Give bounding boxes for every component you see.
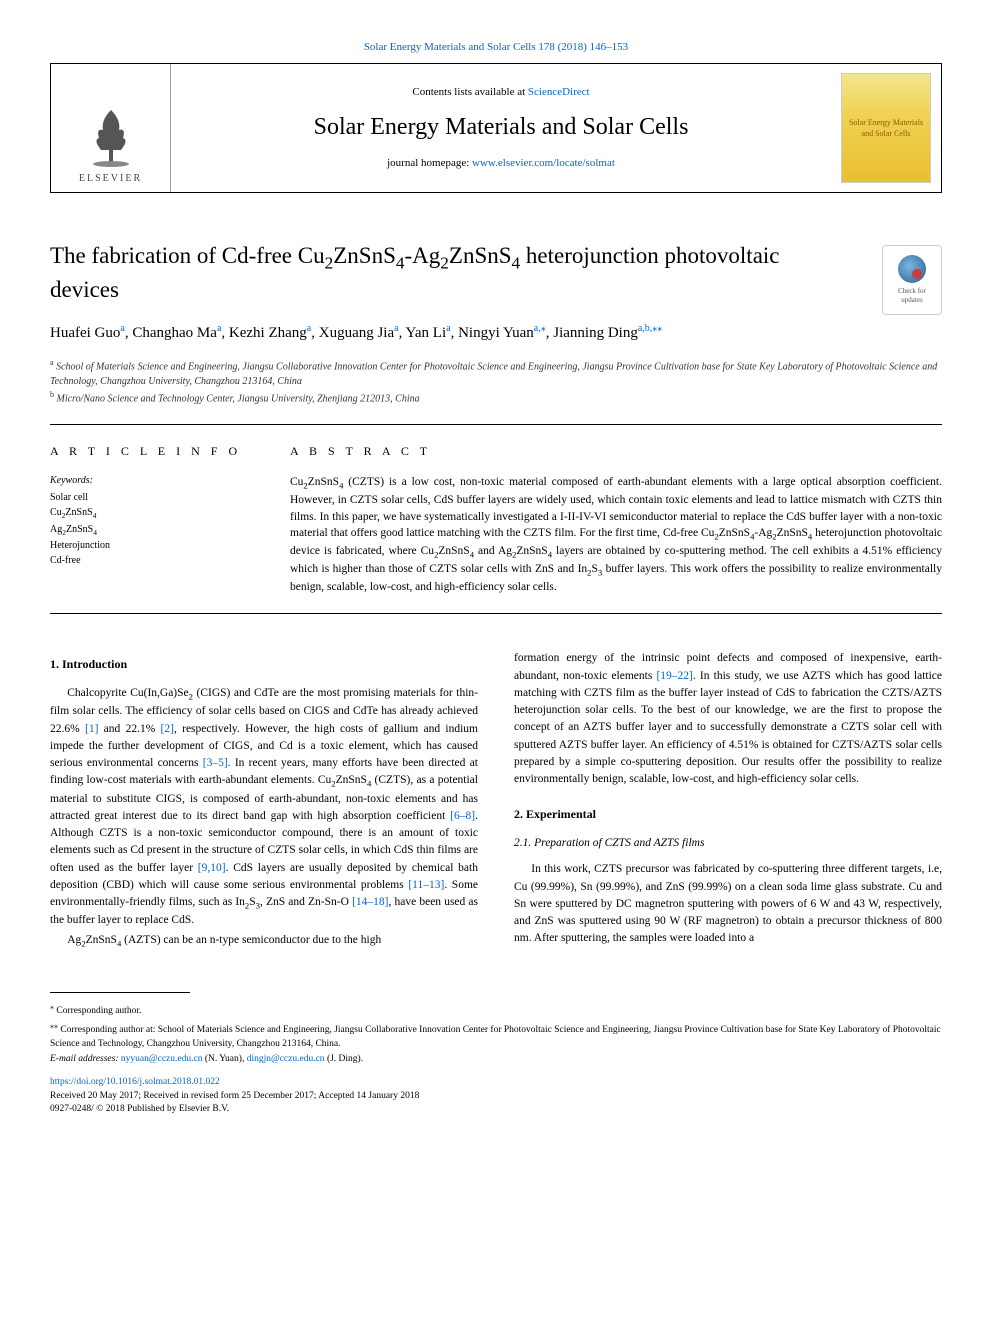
masthead-center: Contents lists available at ScienceDirec…: [171, 64, 831, 192]
email-link-2[interactable]: dingjn@cczu.edu.cn: [247, 1054, 325, 1064]
updates-badge-icon: [898, 255, 926, 283]
email-label: E-mail addresses:: [50, 1054, 121, 1064]
email-name-1: (N. Yuan),: [202, 1054, 246, 1064]
author: Changhao Maa: [132, 325, 221, 341]
author: Xuguang Jiaa: [319, 325, 399, 341]
check-updates-badge[interactable]: Check for updates: [882, 245, 942, 315]
footnote-corr2-text: Corresponding author at: School of Mater…: [50, 1026, 941, 1049]
homepage-link[interactable]: www.elsevier.com/locate/solmat: [472, 157, 615, 169]
info-abstract-row: A R T I C L E I N F O Keywords: Solar ce…: [50, 443, 942, 595]
author: Kezhi Zhanga: [229, 325, 311, 341]
body-col-right: formation energy of the intrinsic point …: [514, 650, 942, 951]
updates-badge-line2: updates: [901, 296, 922, 305]
elsevier-tree-icon: [81, 100, 141, 170]
contents-available-line: Contents lists available at ScienceDirec…: [412, 85, 589, 100]
article-title: The fabrication of Cd-free Cu2ZnSnS4-Ag2…: [50, 241, 942, 305]
journal-title: Solar Energy Materials and Solar Cells: [314, 111, 689, 145]
keyword: Cd-free: [50, 553, 250, 568]
section-2-1-heading: 2.1. Preparation of CZTS and AZTS films: [514, 835, 942, 851]
author: Huafei Guoa: [50, 325, 125, 341]
body-col-left: 1. Introduction Chalcopyrite Cu(In,Ga)Se…: [50, 650, 478, 951]
updates-badge-line1: Check for: [898, 287, 926, 296]
intro-para-1: Chalcopyrite Cu(In,Ga)Se2 (CIGS) and CdT…: [50, 685, 478, 929]
keywords-label: Keywords:: [50, 474, 250, 488]
keywords-list: Solar cellCu2ZnSnS4Ag2ZnSnS4Heterojuncti…: [50, 490, 250, 568]
abstract-text: Cu2ZnSnS4 (CZTS) is a low cost, non-toxi…: [290, 474, 942, 595]
divider-bottom: [50, 613, 942, 614]
email-name-2: (J. Ding).: [325, 1054, 364, 1064]
divider-top: [50, 424, 942, 425]
cover-thumb-block: Solar Energy Materials and Solar Cells: [831, 64, 941, 192]
intro-para-3: formation energy of the intrinsic point …: [514, 650, 942, 788]
section-1-heading: 1. Introduction: [50, 656, 478, 673]
citation-link[interactable]: Solar Energy Materials and Solar Cells 1…: [50, 40, 942, 55]
keyword: Ag2ZnSnS4: [50, 522, 250, 538]
intro-para-2: Ag2ZnSnS4 (AZTS) can be an n-type semico…: [50, 932, 478, 950]
affiliation: a School of Materials Science and Engine…: [50, 357, 942, 389]
journal-cover-thumb: Solar Energy Materials and Solar Cells: [841, 73, 931, 183]
author: Ningyi Yuana,⁎: [458, 325, 546, 341]
body-columns: 1. Introduction Chalcopyrite Cu(In,Ga)Se…: [50, 650, 942, 951]
author: Yan Lia: [406, 325, 451, 341]
email-link-1[interactable]: nyyuan@cczu.edu.cn: [121, 1054, 203, 1064]
keyword: Heterojunction: [50, 538, 250, 553]
footnote-corr2: ⁎⁎ Corresponding author at: School of Ma…: [50, 1020, 942, 1051]
article-title-text: The fabrication of Cd-free Cu2ZnSnS4-Ag2…: [50, 243, 780, 302]
keyword: Cu2ZnSnS4: [50, 505, 250, 521]
section-2-heading: 2. Experimental: [514, 806, 942, 823]
author: Jianning Dinga,b,⁎⁎: [553, 325, 662, 341]
homepage-line: journal homepage: www.elsevier.com/locat…: [387, 156, 615, 171]
footnote-separator: [50, 992, 190, 993]
article-history: Received 20 May 2017; Received in revise…: [50, 1091, 419, 1101]
footnote-emails: E-mail addresses: nyyuan@cczu.edu.cn (N.…: [50, 1053, 942, 1066]
article-info-col: A R T I C L E I N F O Keywords: Solar ce…: [50, 443, 250, 595]
homepage-prefix: journal homepage:: [387, 157, 472, 169]
publisher-logo-block: ELSEVIER: [51, 64, 171, 192]
footnote-corr1-text: Corresponding author.: [56, 1006, 141, 1016]
exp-para-1: In this work, CZTS precursor was fabrica…: [514, 861, 942, 947]
affiliation: b Micro/Nano Science and Technology Cent…: [50, 389, 942, 406]
copyright-line: 0927-0248/ © 2018 Published by Elsevier …: [50, 1104, 229, 1114]
masthead: ELSEVIER Contents lists available at Sci…: [50, 63, 942, 193]
sciencedirect-link[interactable]: ScienceDirect: [528, 86, 590, 98]
publisher-label: ELSEVIER: [79, 172, 142, 186]
authors-line: Huafei Guoa, Changhao Maa, Kezhi Zhanga,…: [50, 321, 942, 345]
doi-block: https://doi.org/10.1016/j.solmat.2018.01…: [50, 1076, 942, 1116]
keyword: Solar cell: [50, 490, 250, 505]
footnote-corr1: ⁎ Corresponding author.: [50, 1001, 942, 1018]
affiliations-block: a School of Materials Science and Engine…: [50, 357, 942, 407]
doi-link[interactable]: https://doi.org/10.1016/j.solmat.2018.01…: [50, 1077, 220, 1087]
article-info-heading: A R T I C L E I N F O: [50, 443, 250, 460]
abstract-col: A B S T R A C T Cu2ZnSnS4 (CZTS) is a lo…: [290, 443, 942, 595]
abstract-heading: A B S T R A C T: [290, 443, 942, 460]
contents-prefix: Contents lists available at: [412, 86, 527, 98]
